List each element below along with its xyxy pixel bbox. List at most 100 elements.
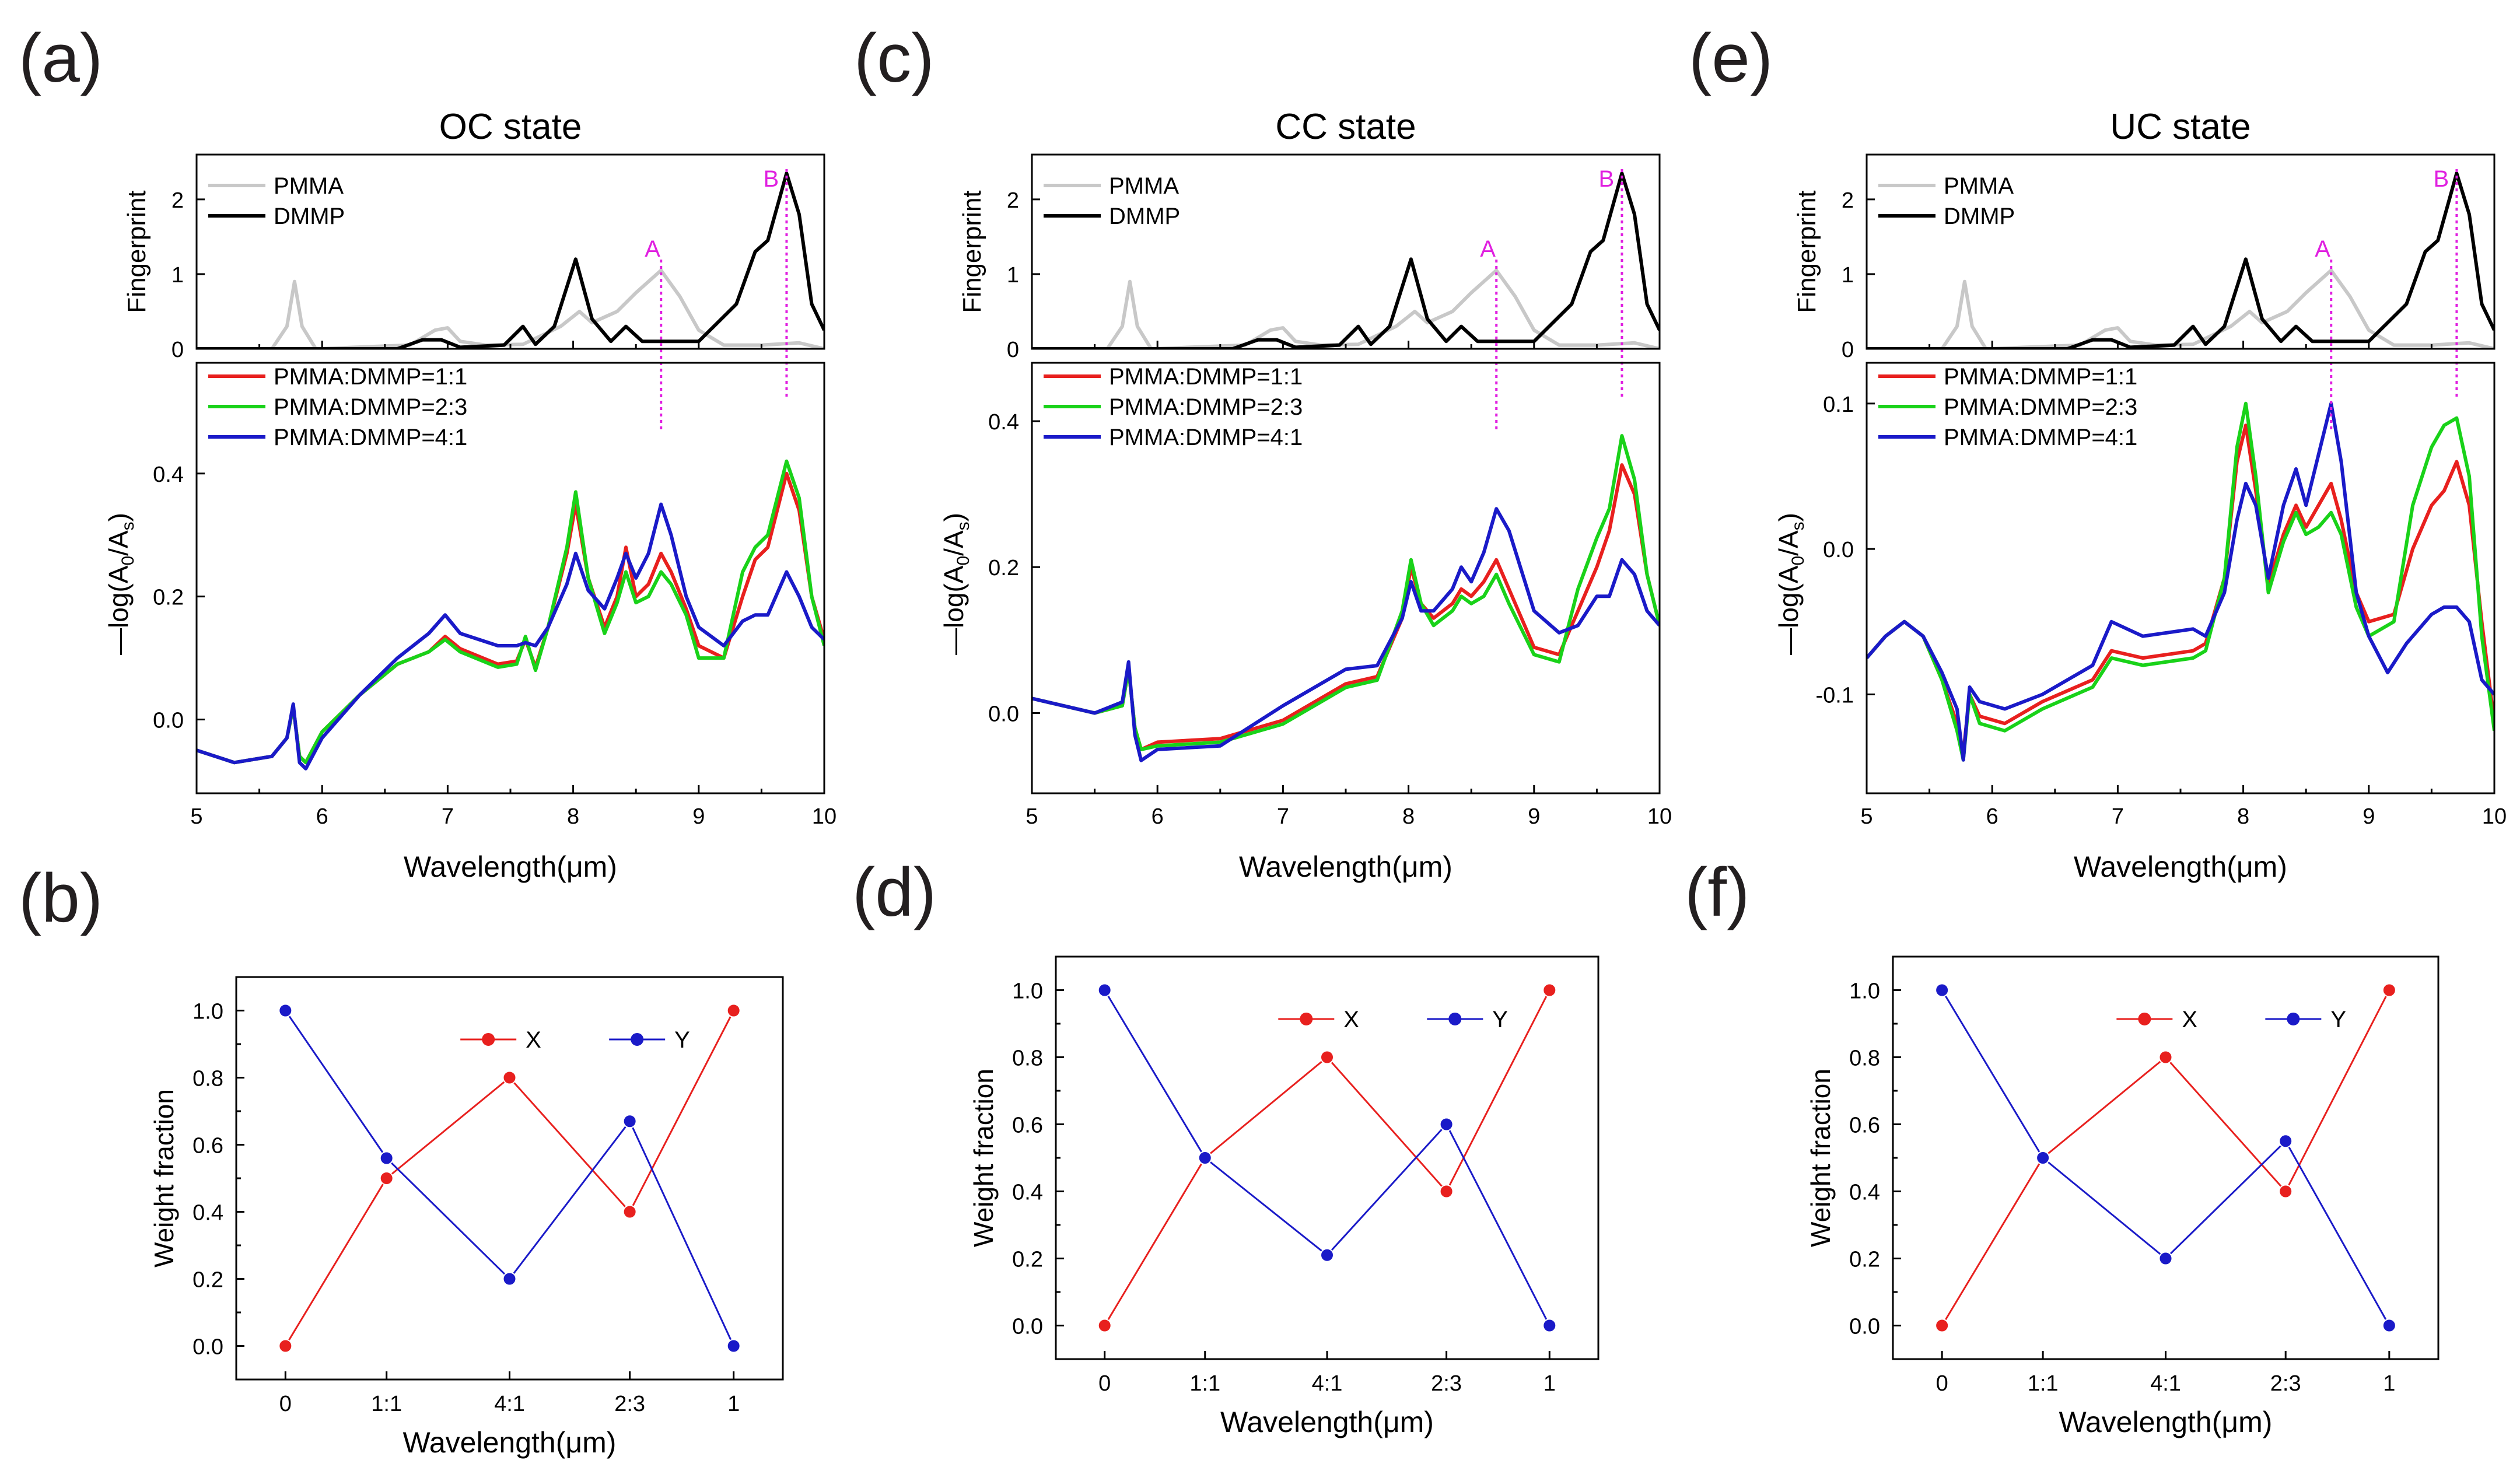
x-tick-label: 2:3 [614,1392,645,1416]
legend-marker [2138,1012,2151,1025]
series-line-x [285,1010,735,1347]
fingerprint-legend: PMMA DMMP [1044,173,1180,229]
data-point-x [726,1003,741,1018]
y-axis-label: Weight fraction [149,1089,179,1268]
plot-frame [1055,955,1600,1360]
spectrum-legend: PMMA:DMMP=1:1 PMMA:DMMP=2:3 PMMA:DMMP=4:1 [1878,364,2137,450]
panel-title: UC state [2110,107,2250,147]
series-line-y [1941,989,2390,1326]
legend-marker [2287,1012,2300,1025]
y-tick-label: 0.0 [153,708,184,733]
y-axis-label: Weight fraction [968,1069,999,1247]
legend-label: PMMA [1944,173,2014,199]
x-axis-label: Wavelength(μm) [403,1426,617,1459]
legend-label: X [526,1027,541,1053]
data-point-y [2278,1134,2293,1149]
spectrum-axis-label: —log(A0/As) [103,513,138,655]
legend-label: PMMA:DMMP=1:1 [1944,364,2137,390]
data-point-x [1935,1318,1950,1333]
x-tick-label: 2:3 [1431,1371,1462,1396]
panel-letter: (a) [19,20,103,97]
legend-label: Y [2330,1007,2346,1032]
y-tick-label: 1 [172,263,184,288]
y-tick-label: 1.0 [1849,979,1880,1004]
fingerprint-plot [1867,171,2494,349]
fingerprint-line-dmmp [1867,171,2494,349]
spectrum-legend: PMMA:DMMP=1:1 PMMA:DMMP=2:3 PMMA:DMMP=4:1 [208,364,467,450]
y-tick-label: 0.8 [192,1067,223,1091]
legend-label: PMMA:DMMP=2:3 [1109,394,1303,420]
marker-label-b: B [763,166,779,192]
fingerprint-legend: PMMA DMMP [1878,173,2015,229]
panel-letter: (b) [19,860,103,937]
x-tick-label: 8 [567,804,579,829]
spectrum-line-2 [197,459,824,765]
y-tick-label: 0.6 [192,1134,223,1158]
fingerprint-line-dmmp [1032,171,1660,349]
data-point-y [1542,1318,1557,1333]
marker-label-b: B [2433,166,2449,192]
x-tick-label: 9 [1528,804,1540,829]
x-tick-label: 1 [1544,1371,1556,1396]
legend-label: PMMA [1109,173,1179,199]
x-tick-label: 8 [2237,804,2249,829]
data-point-y [502,1272,517,1286]
plot-frame [1892,955,2440,1360]
legend-marker [631,1032,644,1046]
y-tick-label: 0.6 [1849,1114,1880,1138]
legend-label: PMMA:DMMP=2:3 [274,394,467,420]
marker-label-a: A [2315,236,2330,262]
legend-label: PMMA:DMMP=4:1 [1109,425,1303,450]
legend-marker [1300,1012,1313,1025]
y-tick-label: 0 [1007,338,1019,362]
data-point-x [2382,983,2396,997]
x-tick-label: 1 [2383,1371,2395,1396]
x-tick-label: 0 [279,1392,292,1416]
x-tick-label: 4:1 [494,1392,525,1416]
x-tick-label: 10 [1647,804,1672,829]
x-tick-label: 8 [1402,804,1415,829]
data-point-y [1097,983,1112,997]
x-tick-label: 7 [2112,804,2124,829]
x-tick-label: 9 [2362,804,2375,829]
series-line-x [1104,989,1550,1326]
data-point-y [1320,1248,1334,1262]
y-tick-label: 0 [1842,338,1854,362]
series-line-y [285,1010,735,1347]
data-point-x [1097,1318,1112,1333]
spectrum-line-3 [1867,401,2494,762]
legend-label: PMMA:DMMP=1:1 [274,364,467,390]
marker-label-a: A [1480,236,1496,262]
data-point-x [379,1171,394,1185]
marker-label-b: B [1598,166,1614,192]
legend-label: X [1343,1007,1359,1032]
y-tick-label: 0.4 [192,1201,223,1226]
y-tick-label: 0.8 [1012,1046,1043,1071]
x-tick-label: 5 [190,804,202,829]
x-tick-label: 1:1 [1189,1371,1220,1396]
fingerprint-line-pmma [1032,268,1660,349]
spectrum-plot [1867,401,2494,762]
data-point-x [278,1339,293,1353]
plot-frame [235,976,784,1381]
y-tick-label: 0.2 [988,556,1019,580]
fingerprint-axis-label: Fingerprint [958,190,986,313]
panel-title: OC state [439,107,582,147]
x-tick-label: 1:1 [2028,1371,2059,1396]
y-tick-label: 0.1 [1823,393,1854,417]
panel-letter: (f) [1685,854,1749,931]
fingerprint-axis-label: Fingerprint [1793,190,1821,313]
x-axis-label: Wavelength(μm) [2059,1406,2273,1438]
x-tick-label: 10 [2482,804,2507,829]
legend-label: DMMP [1109,204,1180,229]
y-axis-label: Weight fraction [1805,1069,1836,1247]
data-point-y [278,1003,293,1018]
fingerprint-line-pmma [197,268,824,349]
y-tick-label: 0.4 [1849,1181,1880,1205]
y-tick-label: 0.4 [153,463,184,487]
y-tick-label: 0.0 [1823,538,1854,562]
legend-marker [482,1032,495,1046]
spectrum-line-2 [1032,434,1660,751]
